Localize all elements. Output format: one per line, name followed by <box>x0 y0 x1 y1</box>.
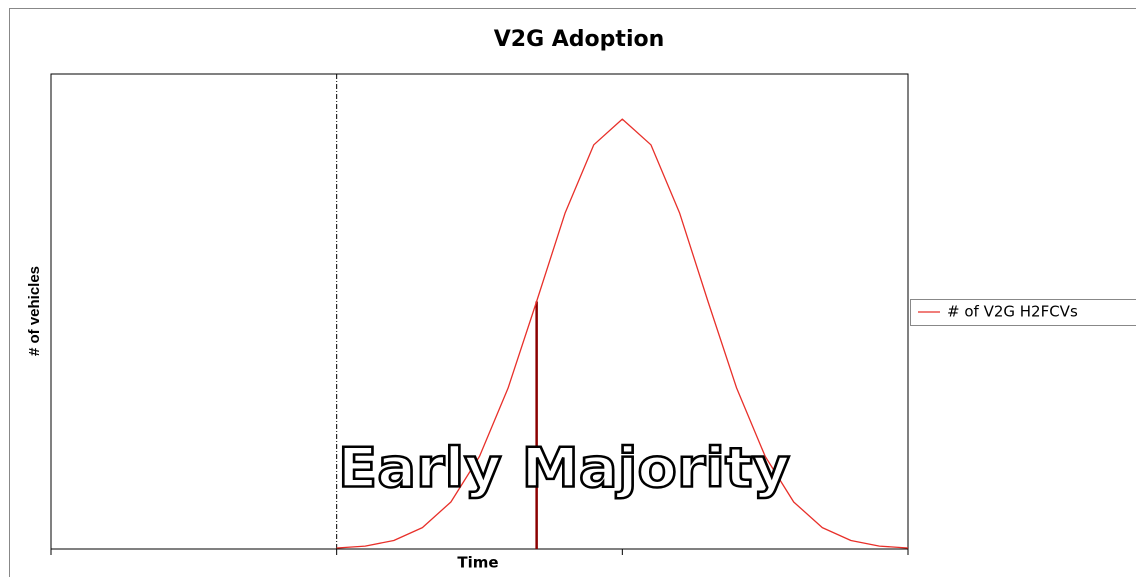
chart-title: V2G Adoption <box>494 27 665 52</box>
legend-label: # of V2G H2FCVs <box>947 303 1078 321</box>
plot-frame <box>50 73 909 549</box>
y-axis-label: # of vehicles <box>26 266 43 356</box>
x-axis-label: Time <box>457 554 498 572</box>
line-series <box>336 118 909 549</box>
chart-frame <box>9 8 1136 577</box>
legend <box>910 299 1136 326</box>
annotation: Early Majority <box>338 437 790 500</box>
